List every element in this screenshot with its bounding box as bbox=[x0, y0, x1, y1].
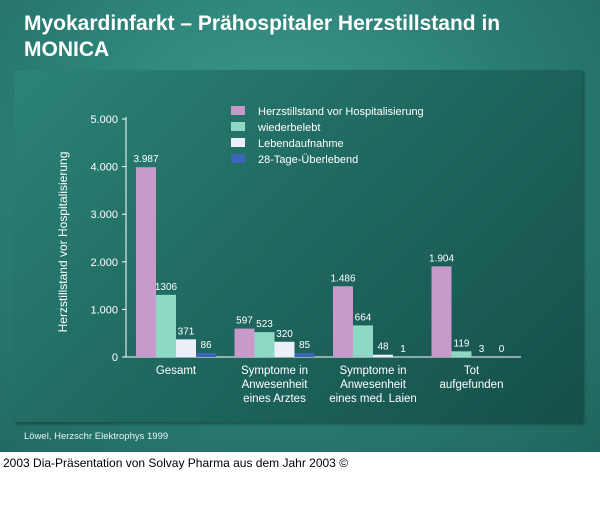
bar-value-label: 86 bbox=[200, 340, 212, 351]
legend-label: wiederbelebt bbox=[257, 122, 320, 134]
bar bbox=[156, 294, 176, 357]
x-category-label: Anwesenheit bbox=[242, 379, 309, 391]
x-category-label: Anwesenheit bbox=[340, 379, 407, 391]
source-citation: Löwel, Herzschr Elektrophys 1999 bbox=[24, 431, 169, 442]
bar-value-label: 1306 bbox=[155, 282, 178, 293]
x-category-label: aufgefunden bbox=[440, 379, 504, 391]
legend-swatch bbox=[231, 106, 245, 115]
x-category-label: eines med. Laien bbox=[329, 393, 417, 405]
x-category-label: Symptome in bbox=[339, 365, 406, 377]
bar bbox=[136, 167, 156, 357]
legend-swatch bbox=[231, 138, 245, 147]
chart-panel bbox=[14, 70, 582, 422]
bar bbox=[294, 352, 315, 357]
bar-value-label: 320 bbox=[276, 329, 293, 340]
bar-value-label: 0 bbox=[499, 344, 505, 355]
bar-value-label: 48 bbox=[377, 342, 389, 353]
y-tick-label: 0 bbox=[112, 352, 118, 364]
bar-value-label: 3.987 bbox=[133, 154, 158, 165]
bar-value-label: 3 bbox=[479, 344, 485, 355]
x-category-label: Gesamt bbox=[156, 365, 197, 377]
bar-value-label: 523 bbox=[256, 319, 273, 330]
bar bbox=[196, 352, 216, 357]
bar bbox=[451, 351, 472, 357]
legend-label: Herzstillstand vor Hospitalisierung bbox=[258, 106, 424, 118]
bar bbox=[353, 325, 373, 357]
bar-value-label: 1 bbox=[400, 344, 406, 355]
y-tick-label: 1.000 bbox=[90, 304, 118, 316]
y-tick-label: 3.000 bbox=[90, 209, 118, 221]
slide-background: Myokardinfarkt – Prähospitaler Herzstill… bbox=[0, 0, 600, 452]
bar-value-label: 371 bbox=[178, 326, 195, 337]
bar bbox=[176, 339, 196, 357]
slide-title: Myokardinfarkt – Prähospitaler Herzstill… bbox=[24, 12, 501, 61]
y-tick-label: 5.000 bbox=[90, 114, 118, 126]
bar-value-label: 664 bbox=[355, 312, 372, 323]
bar-value-label: 1.486 bbox=[330, 273, 355, 284]
x-category-label: Symptome in bbox=[241, 365, 308, 377]
bar-value-label: 1.904 bbox=[429, 253, 454, 264]
bar-chart: 0 1.000 2.000 3.000 4.000 5.000 Herzstillstand… bbox=[56, 106, 505, 405]
bar-value-label: 85 bbox=[299, 340, 311, 351]
bar bbox=[333, 286, 353, 357]
bar bbox=[234, 328, 255, 357]
y-tick-label: 2.000 bbox=[90, 257, 118, 269]
bar bbox=[431, 266, 452, 357]
y-axis-label: Herzstillstand vor Hospitalisierung bbox=[56, 152, 70, 333]
bar-value-label: 597 bbox=[236, 316, 253, 327]
legend-label: Lebendaufnahme bbox=[258, 138, 344, 150]
bar bbox=[274, 341, 295, 357]
legend-swatch bbox=[231, 154, 245, 163]
x-category-label: Tot bbox=[464, 365, 480, 377]
y-tick-label: 4.000 bbox=[90, 162, 118, 174]
slide-caption: 2003 Dia-Präsentation von Solvay Pharma … bbox=[3, 456, 349, 470]
legend-label: 28-Tage-Überlebend bbox=[258, 154, 358, 166]
bar-value-label: 119 bbox=[454, 338, 470, 349]
bar bbox=[254, 332, 275, 357]
bar bbox=[373, 354, 393, 357]
legend-swatch bbox=[231, 122, 245, 131]
x-category-label: eines Arztes bbox=[243, 393, 306, 405]
